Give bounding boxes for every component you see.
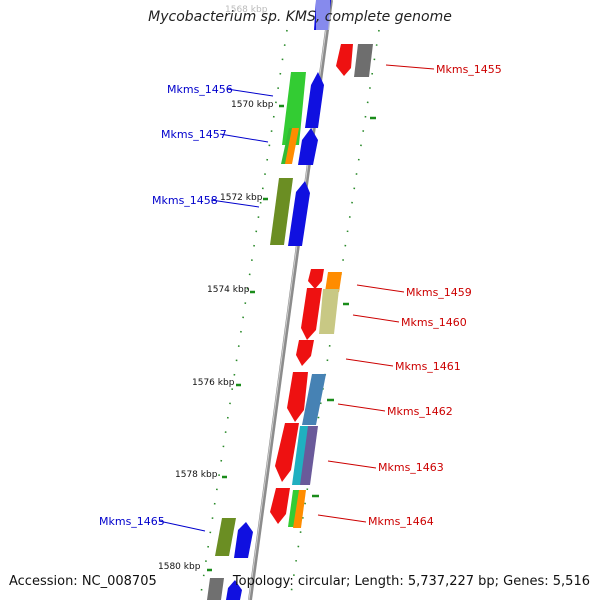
- gene-arrow[interactable]: [301, 288, 322, 340]
- gene-label[interactable]: Mkms_1456: [167, 83, 233, 96]
- gene-arrow[interactable]: [319, 289, 339, 334]
- gene-arrow[interactable]: [292, 426, 310, 485]
- gene-label[interactable]: Mkms_1455: [436, 63, 502, 76]
- tick-label: 1572 kbp: [220, 193, 263, 203]
- gene-arrow[interactable]: [285, 128, 299, 164]
- gene-arrow[interactable]: [305, 72, 324, 128]
- gene-arrow[interactable]: [234, 522, 253, 558]
- gene-arrow[interactable]: [325, 272, 342, 292]
- tick-label: 1574 kbp: [207, 285, 250, 295]
- gene-arrow[interactable]: [288, 181, 310, 246]
- forward-strand-genes: [207, 0, 331, 600]
- leader-line: [337, 403, 386, 412]
- gene-arrow[interactable]: [288, 490, 300, 527]
- gene-label[interactable]: Mkms_1464: [368, 515, 434, 528]
- gene-label[interactable]: Mkms_1457: [161, 128, 227, 141]
- leader-line: [158, 520, 206, 532]
- leader-line: [327, 460, 377, 469]
- gene-arrow[interactable]: [226, 580, 242, 600]
- gene-arrow[interactable]: [354, 44, 373, 77]
- tick-label: 1568 kbp: [225, 5, 268, 15]
- leader-line: [345, 358, 394, 367]
- gene-arrow[interactable]: [270, 488, 290, 524]
- topology-text: Topology: circular; Length: 5,737,227 bp…: [232, 574, 590, 589]
- gene-arrow[interactable]: [300, 426, 318, 485]
- tick-label: 1570 kbp: [231, 100, 274, 110]
- leader-line: [352, 314, 400, 323]
- leader-line: [356, 284, 405, 293]
- gene-label[interactable]: Mkms_1463: [378, 461, 444, 474]
- leader-line: [317, 514, 367, 523]
- gene-arrow[interactable]: [293, 490, 306, 528]
- gene-label[interactable]: Mkms_1459: [406, 286, 472, 299]
- leader-line: [385, 64, 435, 70]
- leader-line: [219, 133, 269, 143]
- label-leaders: [158, 64, 435, 532]
- gene-arrow[interactable]: [308, 269, 324, 289]
- gene-arrow[interactable]: [298, 128, 318, 165]
- gene-arrow[interactable]: [270, 178, 293, 245]
- gene-label[interactable]: Mkms_1460: [401, 316, 467, 329]
- tick-label: 1576 kbp: [192, 378, 235, 388]
- gene-arrow[interactable]: [207, 578, 224, 600]
- gene-label[interactable]: Mkms_1462: [387, 405, 453, 418]
- gene-label[interactable]: Mkms_1465: [99, 515, 165, 528]
- gene-arrow[interactable]: [215, 518, 236, 556]
- tick-label: 1580 kbp: [158, 562, 201, 572]
- gene-arrow-shade: [316, 0, 330, 30]
- gene-arrow[interactable]: [302, 374, 326, 425]
- tick-label: 1578 kbp: [175, 470, 218, 480]
- map-title: Mycobacterium sp. KMS, complete genome: [148, 9, 452, 25]
- reverse-strand-genes: [270, 44, 373, 528]
- leader-line: [226, 88, 274, 97]
- leader-line: [210, 199, 260, 208]
- accession-text: Accession: NC_008705: [9, 574, 157, 589]
- gene-arrow[interactable]: [282, 72, 306, 145]
- gene-label[interactable]: Mkms_1461: [395, 360, 461, 373]
- scale-ticks: [207, 104, 376, 572]
- gene-arrow[interactable]: [275, 423, 299, 482]
- gene-arrow[interactable]: [296, 340, 314, 366]
- gene-arrow[interactable]: [336, 44, 353, 76]
- gene-arrow[interactable]: [287, 372, 308, 422]
- gene-label[interactable]: Mkms_1458: [152, 194, 218, 207]
